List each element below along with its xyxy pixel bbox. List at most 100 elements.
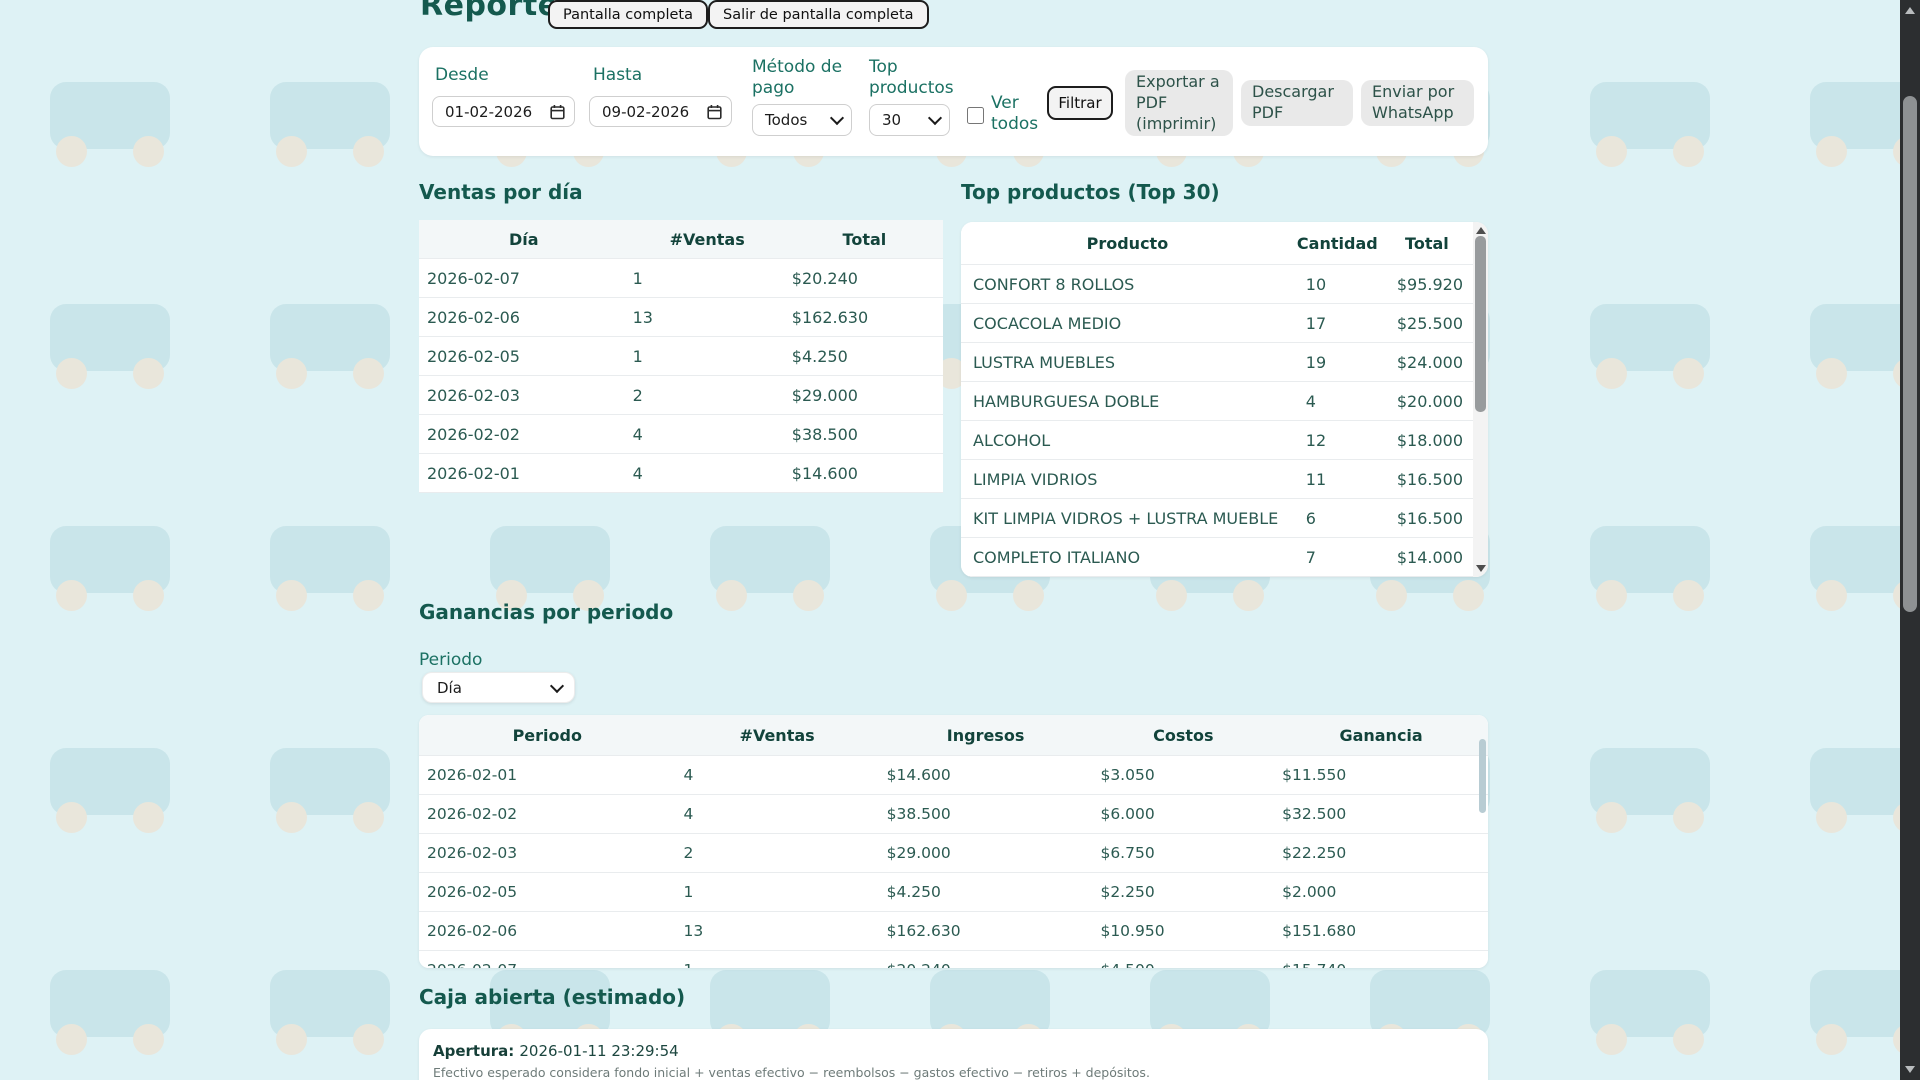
metodo-pago-select[interactable]: Todos [752,104,852,136]
column-header-ventas: #Ventas [628,220,786,259]
table-seats-pattern-tile [270,970,490,1080]
table-cell: 13 [632,307,653,327]
table-seats-pattern-tile [50,748,270,968]
top-productos-select[interactable]: 30 [869,104,950,136]
table-cell: $16.500 [1396,469,1463,489]
scroll-up-arrow-icon[interactable] [1905,7,1915,14]
table-cell: 1 [632,268,643,288]
table-cell: $38.500 [886,805,951,823]
exit-fullscreen-button[interactable]: Salir de pantalla completa [708,0,929,29]
table-cell: $12.000 [1381,577,1473,578]
ganancias-table: Periodo #Ventas Ingresos Costos Ganancia… [419,715,1488,968]
table-cell: $10.950 [1100,922,1165,940]
periodo-label: Periodo [419,650,483,670]
table-row: KIT LIMPIA VIDROS + LUSTRA MUEBLE 6 $16.50… [961,498,1473,538]
apertura-value: 2026-01-11 23:29:54 [519,1042,679,1060]
table-cell: $20.240 [879,951,1093,968]
table-seats-pattern-tile [50,526,270,746]
table-seats-pattern-tile [710,526,930,746]
enviar-whatsapp-button[interactable]: Enviar por WhatsApp [1361,80,1474,126]
table-cell: $29.000 [886,844,951,862]
desde-date-value: 01-02-2026 [445,102,533,121]
table-cell: $6.000 [1100,805,1155,823]
metodo-pago-value: Todos [765,111,808,129]
table-cell: 13 [683,922,704,940]
column-header-costos: Costos [1092,715,1275,756]
exportar-pdf-button[interactable]: Exportar a PDF (imprimir) [1125,70,1233,136]
table-row: 2026-02-06 13 $162.630 $10.950 $151.680 [419,911,1488,951]
table-seats-pattern-tile [1590,82,1810,302]
ver-todos-checkbox[interactable] [967,107,984,124]
page-scrollbar[interactable] [1900,0,1920,1080]
table-cell: $3.050 [1100,766,1155,784]
descargar-pdf-button[interactable]: Descargar PDF [1241,80,1353,126]
table-cell: 2026-02-05 [427,346,520,366]
table-row: ALCOHOL 12 $18.000 [961,420,1473,460]
filtrar-button[interactable]: Filtrar [1047,86,1113,120]
hasta-date-input[interactable]: 09-02-2026 [589,96,732,127]
table-seats-pattern-tile [1590,748,1810,968]
table-cell: 12 [1305,430,1327,450]
column-header-total: Total [785,220,943,259]
table-row: 2026-02-01 4 $14.600 [419,453,943,493]
table-cell: $32.500 [1282,805,1347,823]
hasta-label: Hasta [593,65,643,85]
page-scrollbar-thumb[interactable] [1903,96,1917,612]
table-cell: $24.000 [1396,352,1463,372]
top-productos-scrollbar[interactable] [1473,222,1488,577]
table-cell: $151.680 [1282,922,1357,940]
table-cell: 10 [1305,274,1327,294]
table-row: COCACOLA MEDIO 17 $25.500 [961,303,1473,343]
desde-date-input[interactable]: 01-02-2026 [432,96,575,127]
fullscreen-button[interactable]: Pantalla completa [548,0,708,29]
table-cell: 7 [1305,547,1316,567]
table-header-row: Producto Cantidad Total [961,222,1473,265]
table-row: 2026-02-05 1 $4.250 $2.250 $2.000 [419,872,1488,912]
table-cell: $162.630 [886,922,961,940]
table-cell: 1 [632,346,643,366]
table-cell: 6 [1305,508,1316,528]
table-cell: 2 [632,385,643,405]
table-cell: 2026-02-07 [427,268,520,288]
ganancias-title: Ganancias por periodo [419,600,674,624]
table-row: 2026-02-06 13 $162.630 [419,297,943,337]
top-productos-card: Producto Cantidad Total CONFORT 8 ROLLOS… [961,222,1488,577]
table-cell: $162.630 [791,307,869,327]
table-row: COMPLETO ITALIANO 7 $14.000 [961,537,1473,577]
column-header-dia: Día [419,220,629,259]
scroll-up-arrow-icon[interactable] [1475,227,1486,234]
table-row: 2026-02-03 2 $29.000 $6.750 $22.250 [419,833,1488,873]
table-cell: 2026-02-07 [419,951,676,968]
table-cell: LUSTRA MUEBLES [973,352,1116,372]
table-row: POLLO ASADO ENTERO1$12.000 [961,576,1473,578]
table-cell: 11 [1305,469,1327,489]
table-cell: CONFORT 8 ROLLOS [973,274,1135,294]
table-row: HAMBURGUESA DOBLE 4 $20.000 [961,381,1473,421]
table-cell: $15.740 [1274,951,1488,968]
table-seats-pattern-tile [490,526,710,746]
table-cell: 4 [632,463,643,483]
table-row: 2026-02-02 4 $38.500 [419,414,943,454]
apertura-label: Apertura: [433,1042,515,1060]
table-cell: $18.000 [1396,430,1463,450]
table-cell: $29.000 [791,385,858,405]
ventas-por-dia-table: Día #Ventas Total 2026-02-07 1 $20.240 2026… [419,220,943,493]
caja-abierta-card: Apertura: 2026-01-11 23:29:54 Efectivo e… [419,1029,1488,1080]
table-cell: 2026-02-03 [427,844,518,862]
table-cell: $4.250 [791,346,848,366]
periodo-select[interactable]: Día [422,672,575,703]
scroll-down-arrow-icon[interactable] [1905,1066,1915,1073]
table-cell: 2026-02-06 [427,922,518,940]
table-cell: 4 [1305,391,1316,411]
table-cell: 4 [632,424,643,444]
scroll-down-arrow-icon[interactable] [1475,565,1486,572]
top-productos-label: Top productos [869,57,954,98]
scrollbar-thumb[interactable] [1475,236,1486,412]
table-row: CONFORT 8 ROLLOS 10 $95.920 [961,264,1473,304]
ganancias-scrollbar-thumb[interactable] [1479,739,1486,813]
table-cell: 2026-02-02 [427,805,518,823]
table-cell: $20.240 [791,268,858,288]
top-productos-table: Producto Cantidad Total CONFORT 8 ROLLOS… [961,222,1473,577]
table-seats-pattern-tile [1590,526,1810,746]
caja-nota: Efectivo esperado considera fondo inicia… [433,1065,1150,1080]
